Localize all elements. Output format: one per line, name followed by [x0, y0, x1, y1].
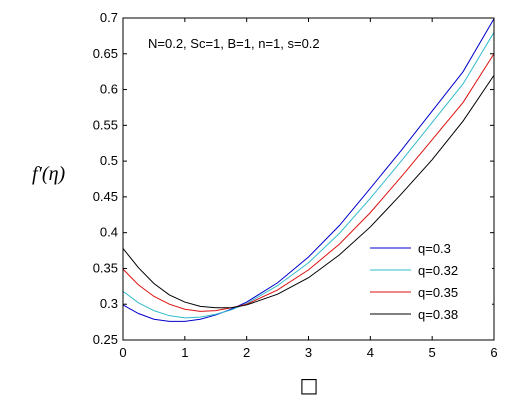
- series-layer: [122, 18, 495, 322]
- y-tick-label: 0.5: [100, 153, 118, 168]
- y-tick-label: 0.4: [100, 225, 118, 240]
- y-tick-label: 0.25: [93, 332, 118, 347]
- chart-annotation: N=0.2, Sc=1, B=1, n=1, s=0.2: [148, 36, 320, 51]
- y-tick-label: 0.55: [93, 117, 118, 132]
- series-line-2: [122, 32, 495, 319]
- x-tick-label: 6: [490, 345, 497, 360]
- y-tick-label: 0.7: [100, 10, 118, 25]
- series-line-1: [122, 18, 495, 322]
- x-tick-label: 5: [429, 345, 436, 360]
- legend-label-1: q=0.3: [418, 241, 451, 256]
- ticks-layer: 0 1 2 3 4 5 6 0.25 0.3 0.35 0.4 0.45 0.5 0.55 0.6 0.65 0…: [93, 10, 498, 360]
- y-tick-label: 0.6: [100, 82, 118, 97]
- x-tick-label: 0: [119, 345, 126, 360]
- y-tick-label: 0.3: [100, 296, 118, 311]
- legend: q=0.3 q=0.32 q=0.35 q=0.38: [364, 236, 492, 330]
- x-axis-label: □: [300, 373, 319, 397]
- x-tick-label: 1: [181, 345, 188, 360]
- y-tick-label: 0.35: [93, 260, 118, 275]
- legend-label-3: q=0.35: [418, 285, 458, 300]
- series-line-3: [122, 53, 495, 312]
- series-line-4: [122, 74, 495, 309]
- y-tick-label: 0.65: [93, 46, 118, 61]
- x-tick-label: 2: [243, 345, 250, 360]
- legend-label-4: q=0.38: [418, 307, 458, 322]
- y-axis-label: f′(η): [32, 163, 66, 185]
- legend-label-2: q=0.32: [418, 263, 458, 278]
- y-tick-label: 0.45: [93, 189, 118, 204]
- x-tick-label: 3: [305, 345, 312, 360]
- x-tick-label: 4: [367, 345, 374, 360]
